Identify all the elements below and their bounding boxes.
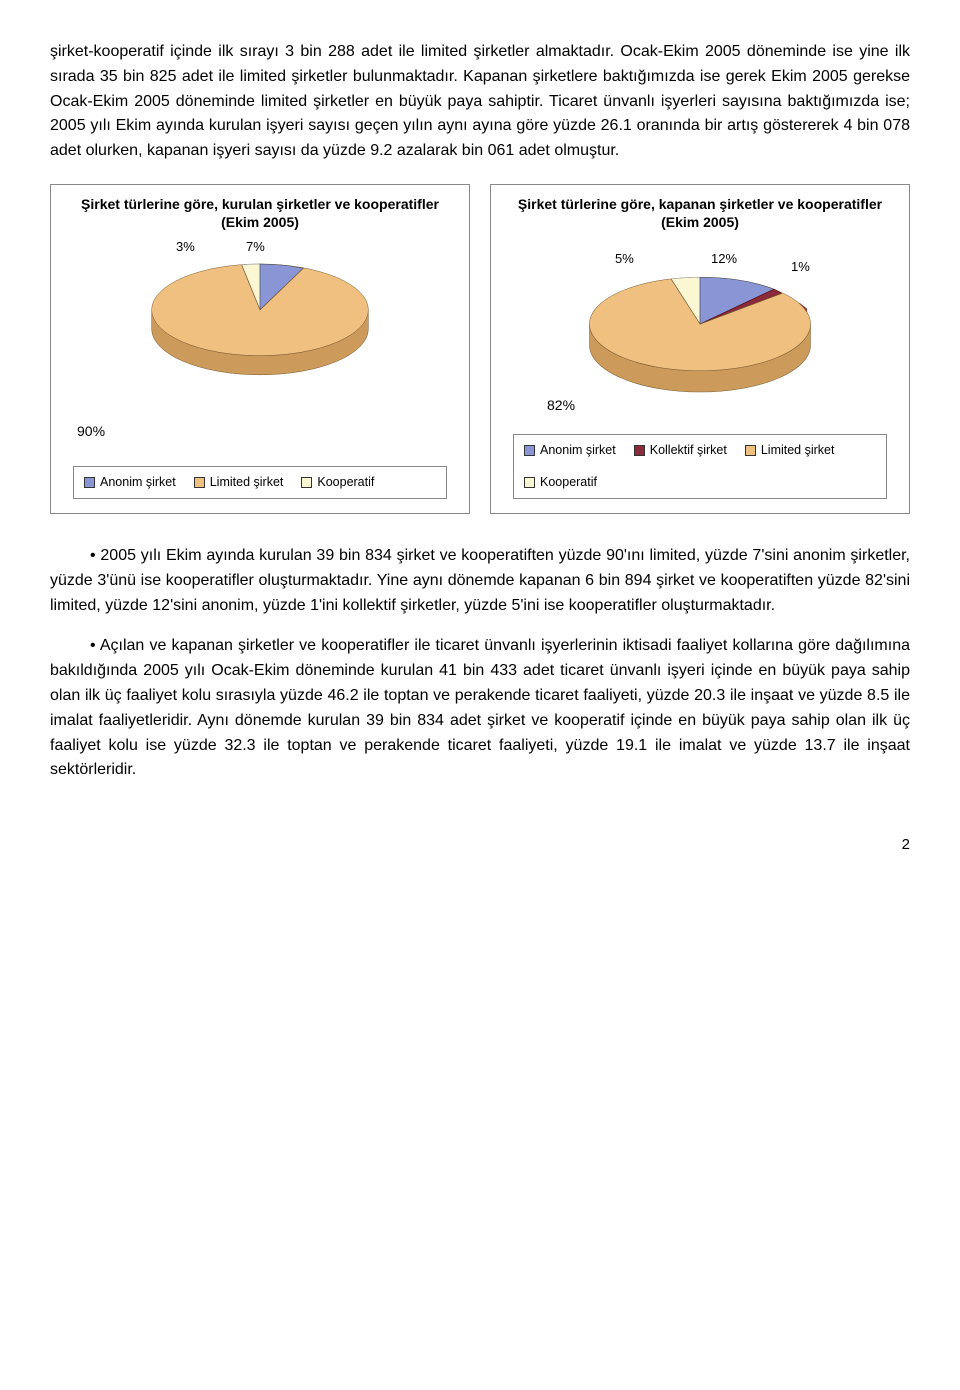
chart2-pie: 5% 12% 1% bbox=[501, 239, 899, 419]
legend-item: Limited şirket bbox=[745, 441, 835, 460]
legend-label: Kollektif şirket bbox=[650, 441, 727, 460]
legend-item: Kooperatif bbox=[524, 473, 597, 492]
chart1-legend: Anonim şirket Limited şirket Kooperatif bbox=[73, 466, 447, 499]
chart2-label-82: 82% bbox=[547, 395, 575, 417]
swatch-icon bbox=[84, 477, 95, 488]
legend-label: Limited şirket bbox=[761, 441, 835, 460]
swatch-icon bbox=[524, 477, 535, 488]
paragraph-1: şirket-kooperatif içinde ilk sırayı 3 bi… bbox=[50, 40, 910, 164]
swatch-icon bbox=[634, 445, 645, 456]
chart1-label-90: 90% bbox=[77, 421, 105, 443]
chart1-pie: 3% 7% bbox=[61, 239, 459, 419]
chart1-label-7: 7% bbox=[246, 237, 265, 257]
legend-item: Anonim şirket bbox=[84, 473, 176, 492]
legend-label: Anonim şirket bbox=[540, 441, 616, 460]
paragraph-3: Açılan ve kapanan şirketler ve kooperati… bbox=[50, 634, 910, 783]
legend-item: Kooperatif bbox=[301, 473, 374, 492]
page-number: 2 bbox=[50, 833, 910, 856]
chart2-label-5: 5% bbox=[615, 249, 634, 269]
chart2-label-12: 12% bbox=[711, 249, 737, 269]
legend-label: Anonim şirket bbox=[100, 473, 176, 492]
legend-label: Limited şirket bbox=[210, 473, 284, 492]
chart-kurulan: Şirket türlerine göre, kurulan şirketler… bbox=[50, 184, 470, 514]
chart-kapanan: Şirket türlerine göre, kapanan şirketler… bbox=[490, 184, 910, 514]
chart2-legend: Anonim şirket Kollektif şirket Limited ş… bbox=[513, 434, 887, 499]
legend-item: Kollektif şirket bbox=[634, 441, 727, 460]
legend-item: Limited şirket bbox=[194, 473, 284, 492]
chart2-title: Şirket türlerine göre, kapanan şirketler… bbox=[501, 195, 899, 231]
chart1-label-3: 3% bbox=[176, 237, 195, 257]
chart1-title: Şirket türlerine göre, kurulan şirketler… bbox=[61, 195, 459, 231]
swatch-icon bbox=[194, 477, 205, 488]
charts-row: Şirket türlerine göre, kurulan şirketler… bbox=[50, 184, 910, 514]
swatch-icon bbox=[745, 445, 756, 456]
swatch-icon bbox=[301, 477, 312, 488]
legend-item: Anonim şirket bbox=[524, 441, 616, 460]
swatch-icon bbox=[524, 445, 535, 456]
chart2-label-1: 1% bbox=[791, 257, 810, 277]
legend-label: Kooperatif bbox=[540, 473, 597, 492]
paragraph-2: 2005 yılı Ekim ayında kurulan 39 bin 834… bbox=[50, 544, 910, 618]
legend-label: Kooperatif bbox=[317, 473, 374, 492]
